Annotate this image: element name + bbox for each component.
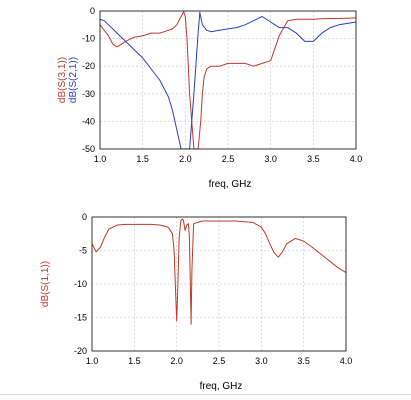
y-tick-label: 0	[90, 6, 95, 16]
y-tick-label: 0	[82, 212, 87, 222]
y-axis-label-1: dB(S(2,1))	[68, 57, 79, 103]
x-tick-label: 2.5	[222, 154, 235, 164]
x-tick-label: 1.0	[86, 356, 99, 366]
x-tick-label: 4.0	[340, 356, 353, 366]
x-tick-label: 1.5	[136, 154, 149, 164]
x-tick-label: 2.5	[213, 356, 226, 366]
chart-bottom: 1.0 1.5 2.0 2.5 3.0 3.5 4.0 0 -5 -10 -15 -20 freq, G…	[40, 212, 352, 392]
y-tick-label: -20	[82, 61, 95, 71]
x-axis-label: freq, GHz	[200, 381, 243, 392]
bottom-divider	[0, 394, 411, 395]
x-tick-label: 1.5	[128, 356, 141, 366]
y-axis-label-0: dB(S(3,1))	[57, 57, 68, 103]
y-tick-label: -5	[79, 246, 87, 256]
x-tick-label: 3.5	[307, 154, 320, 164]
y-tick-label: -50	[82, 144, 95, 154]
y-tick-label: -15	[74, 313, 87, 323]
plot-frame	[91, 216, 347, 352]
y-tick-label: -20	[74, 346, 87, 356]
x-tick-label: 2.0	[170, 356, 183, 366]
x-tick-label: 3.0	[255, 356, 268, 366]
x-tick-label: 1.0	[94, 154, 107, 164]
y-tick-label: -10	[74, 279, 87, 289]
chart-top: 1.0 1.5 2.0 2.5 3.0 3.5 4.0 0 -10 -20 -30 -40 -50 fre…	[57, 6, 362, 190]
x-axis-label: freq, GHz	[209, 179, 252, 190]
x-tick-label: 4.0	[350, 154, 363, 164]
series-line-1	[100, 11, 356, 149]
series-line-0	[92, 218, 346, 325]
y-tick-label: -10	[82, 34, 95, 44]
y-tick-label: -40	[82, 116, 95, 126]
y-tick-label: -30	[82, 89, 95, 99]
x-tick-label: 2.0	[179, 154, 192, 164]
x-tick-label: 3.0	[264, 154, 277, 164]
x-tick-label: 3.5	[297, 356, 310, 366]
plot-frame	[99, 10, 357, 150]
y-axis-label-0: dB(S(1,1))	[40, 261, 51, 307]
series-line-0	[100, 11, 356, 149]
